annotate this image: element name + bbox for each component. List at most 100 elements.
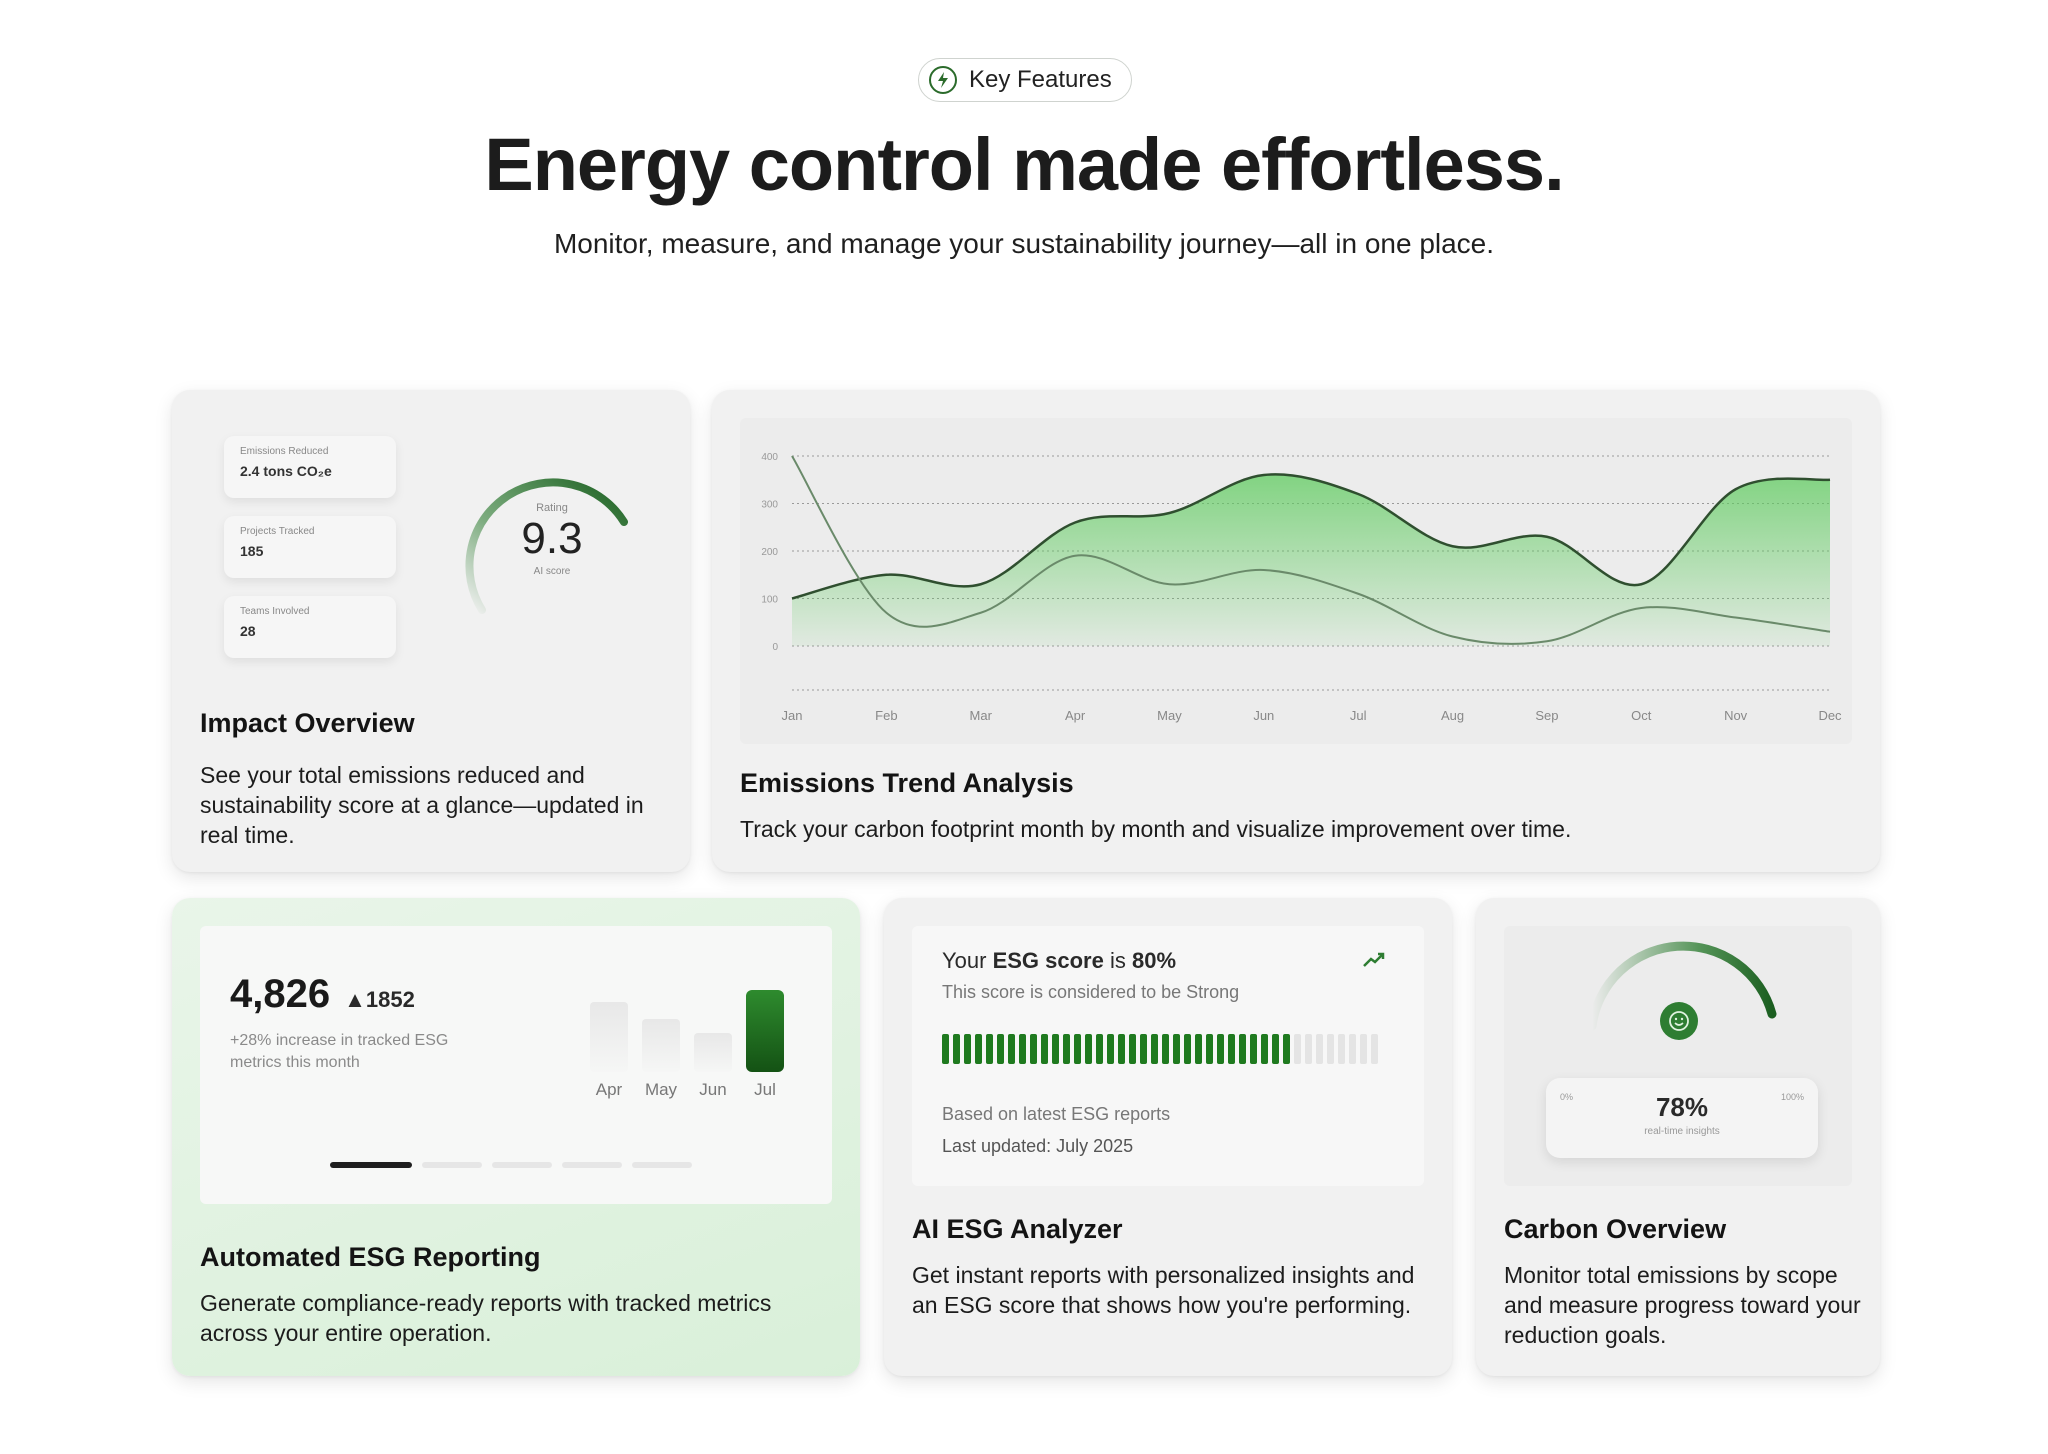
progress-segment-empty xyxy=(1338,1034,1345,1064)
card-title: Automated ESG Reporting xyxy=(200,1242,541,1272)
carousel-dot[interactable] xyxy=(492,1162,552,1168)
ai-esg-analyzer-card: Your ESG score is 80% This score is cons… xyxy=(884,898,1452,1376)
progress-segment-filled xyxy=(1261,1034,1268,1064)
x-tick-label: Sep xyxy=(1535,708,1558,723)
progress-segment-empty xyxy=(1294,1034,1301,1064)
card-title: AI ESG Analyzer xyxy=(912,1214,1123,1244)
esg-bar-label: Jun xyxy=(699,1080,727,1099)
progress-segment-filled xyxy=(1283,1034,1290,1064)
esg-bar xyxy=(694,1033,732,1072)
esg-bar xyxy=(590,1002,628,1072)
progress-segment-filled xyxy=(1206,1034,1213,1064)
page-title: Energy control made effortless. xyxy=(484,123,1564,206)
progress-segment-filled xyxy=(1019,1034,1026,1064)
trend-up-icon xyxy=(1362,950,1386,975)
progress-segment-empty xyxy=(1349,1034,1356,1064)
emissions-trend-card: 400 300 200 100 0 Jan Feb Mar Apr May Jun Jul Aug Sep… xyxy=(712,390,1880,872)
stat-value: 185 xyxy=(240,543,264,559)
x-tick-label: Mar xyxy=(970,708,993,723)
card-description: Track your carbon footprint month by mon… xyxy=(740,816,1572,842)
progress-segment-filled xyxy=(1107,1034,1114,1064)
progress-segment-filled xyxy=(1008,1034,1015,1064)
stat-label: Projects Tracked xyxy=(240,526,315,537)
score-prefix: Your xyxy=(942,948,993,973)
metric-note: +28% increase in tracked ESG metrics thi… xyxy=(230,1032,449,1071)
esg-bar xyxy=(642,1019,680,1072)
esg-score-progress xyxy=(942,1034,1398,1064)
progress-segment-filled xyxy=(1096,1034,1103,1064)
y-tick-label: 300 xyxy=(761,500,778,511)
x-tick-label: Jul xyxy=(1350,708,1367,723)
based-on-text: Based on latest ESG reports xyxy=(942,1104,1171,1124)
progress-segment-filled xyxy=(975,1034,982,1064)
progress-segment-empty xyxy=(1305,1034,1312,1064)
esg-bar-label: May xyxy=(644,1080,678,1099)
stat-label: Teams Involved xyxy=(240,606,310,617)
esg-bar-label: Apr xyxy=(595,1080,623,1099)
rating-gauge: Rating 9.3 AI score xyxy=(442,450,662,620)
progress-segment-filled xyxy=(1063,1034,1070,1064)
esg-bar-chart: Apr May Jun Jul xyxy=(568,966,788,1116)
y-tick-label: 400 xyxy=(761,452,778,463)
esg-reporting-card: 4,826 ▲1852 +28% increase in tracked ESG… xyxy=(172,898,860,1376)
metric-delta: ▲1852 xyxy=(344,987,415,1012)
carousel-indicator xyxy=(330,1162,710,1168)
stat-projects-tracked: Projects Tracked 185 xyxy=(224,516,396,578)
card-description: See your total emissions reduced and sus… xyxy=(200,762,644,848)
progress-segment-filled xyxy=(942,1034,949,1064)
score-mid: is xyxy=(1103,948,1132,973)
progress-segment-filled xyxy=(1272,1034,1279,1064)
x-tick-label: Dec xyxy=(1818,708,1842,723)
card-description: Monitor total emissions by scope and mea… xyxy=(1504,1262,1861,1348)
carousel-dot-active[interactable] xyxy=(330,1162,412,1168)
carbon-percent: 78% xyxy=(1655,1092,1709,1122)
carbon-readout: 0% 100% 78% real-time insights xyxy=(1546,1078,1818,1158)
x-tick-label: May xyxy=(1157,708,1182,723)
trend-line-previous xyxy=(791,455,1831,645)
progress-segment-filled xyxy=(1140,1034,1147,1064)
x-tick-label: Feb xyxy=(875,708,897,723)
min-label: 0% xyxy=(1560,1092,1574,1102)
lightning-icon xyxy=(929,66,957,94)
page-subtitle: Monitor, measure, and manage your sustai… xyxy=(553,228,1495,259)
gauge-arc xyxy=(465,478,628,614)
score-value: 80% xyxy=(1131,948,1177,973)
carousel-dot[interactable] xyxy=(422,1162,482,1168)
stat-emissions-reduced: Emissions Reduced 2.4 tons CO₂e xyxy=(224,436,396,498)
metric-row: 4,826 ▲1852 xyxy=(230,972,415,1017)
key-features-badge: Key Features xyxy=(918,58,1132,102)
progress-segment-empty xyxy=(1316,1034,1323,1064)
card-title: Impact Overview xyxy=(200,708,415,738)
card-title: Emissions Trend Analysis xyxy=(740,768,1074,798)
card-description: Generate compliance-ready reports with t… xyxy=(200,1290,772,1346)
carbon-overview-preview: 0% 100% 78% real-time insights xyxy=(1504,926,1852,1186)
progress-segment-filled xyxy=(1030,1034,1037,1064)
metric-value: 4,826 xyxy=(230,972,331,1016)
esg-bar-label: Jul xyxy=(754,1080,776,1099)
progress-segment-filled xyxy=(986,1034,993,1064)
smile-icon xyxy=(1660,1002,1698,1040)
carbon-gauge xyxy=(1587,941,1777,1031)
badge-label: Key Features xyxy=(969,66,1112,93)
esg-score-line: Your ESG score is 80% xyxy=(942,948,1176,974)
carousel-dot[interactable] xyxy=(562,1162,622,1168)
progress-segment-empty xyxy=(1360,1034,1367,1064)
progress-segment-filled xyxy=(997,1034,1004,1064)
stat-teams-involved: Teams Involved 28 xyxy=(224,596,396,658)
x-tick-label: Jan xyxy=(782,708,803,723)
progress-segment-filled xyxy=(1162,1034,1169,1064)
progress-segment-filled xyxy=(1195,1034,1202,1064)
carousel-dot[interactable] xyxy=(632,1162,692,1168)
progress-segment-filled xyxy=(1041,1034,1048,1064)
progress-segment-filled xyxy=(1074,1034,1081,1064)
impact-overview-card: Emissions Reduced 2.4 tons CO₂e Projects… xyxy=(172,390,690,872)
ai-esg-preview: Your ESG score is 80% This score is cons… xyxy=(912,926,1424,1186)
gauge-sublabel: AI score xyxy=(533,566,571,577)
last-updated-text: Last updated: July 2025 xyxy=(942,1136,1134,1156)
progress-segment-filled xyxy=(1228,1034,1235,1064)
x-tick-label: Nov xyxy=(1724,708,1748,723)
score-note: This score is considered to be Strong xyxy=(942,982,1240,1002)
y-tick-label: 200 xyxy=(761,547,778,558)
carbon-caption: real-time insights xyxy=(1644,1126,1720,1137)
progress-segment-filled xyxy=(1184,1034,1191,1064)
